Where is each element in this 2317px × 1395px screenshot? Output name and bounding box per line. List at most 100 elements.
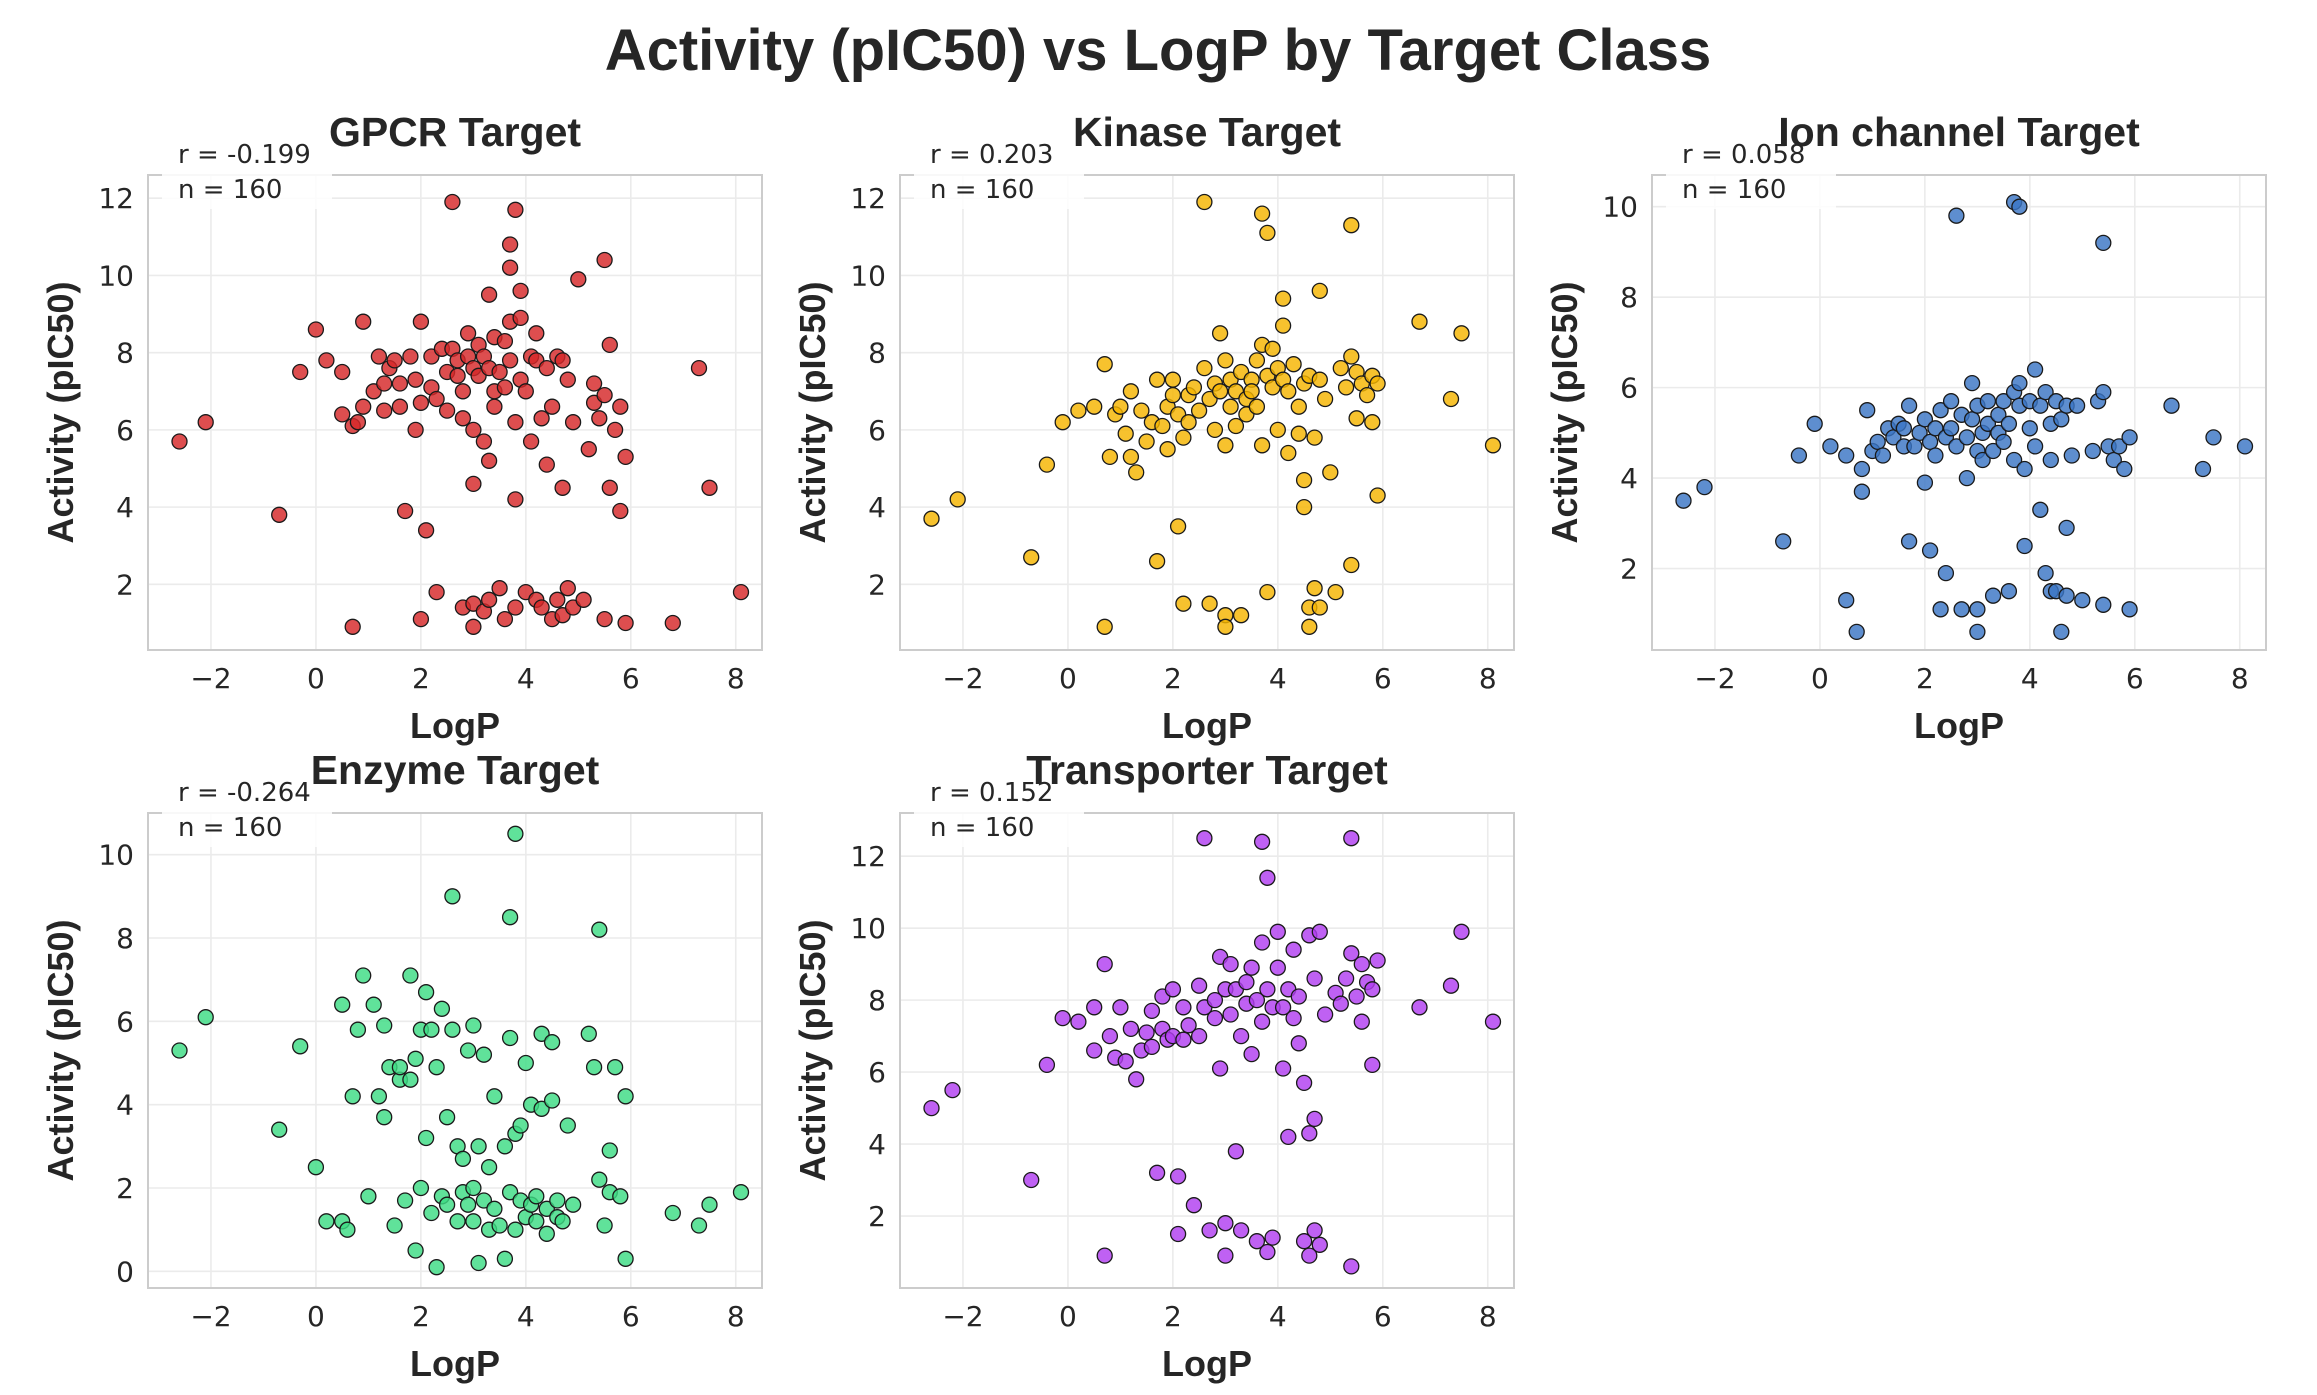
data-point [1038,456,1056,473]
data-point [1353,1013,1370,1030]
data-point [1984,442,2002,460]
data-point [1248,398,1266,415]
data-point [1269,959,1286,976]
data-point [449,367,466,384]
x-tick-label: 4 [517,662,535,695]
data-point [2037,564,2054,582]
y-tick-label: 10 [850,912,886,945]
data-point [454,410,472,427]
data-point [391,375,409,392]
data-point [1301,1125,1318,1142]
data-point [475,433,493,450]
data-point [1253,934,1271,951]
data-point [538,456,555,473]
data-point [1248,352,1266,369]
data-point [1696,478,1713,496]
axes-frame [899,812,1515,1289]
data-point [732,1184,750,1201]
data-point [1264,1229,1281,1246]
data-point [1822,438,1839,455]
axes-frame [899,174,1515,651]
x-tick-label: 0 [307,662,325,695]
data-point [596,386,613,404]
data-point [1227,1143,1245,1160]
data-point [923,510,940,527]
data-point [596,1217,613,1234]
data-point [554,479,571,496]
data-point [1259,224,1276,242]
data-point [334,996,351,1013]
data-point [1243,959,1260,976]
data-point [438,1196,456,1213]
data-point [1942,420,1960,437]
data-point [292,1038,309,1055]
data-point [2021,420,2038,437]
data-point [376,402,393,419]
data-point [1248,1233,1266,1250]
x-tick-label: 8 [1479,662,1497,695]
data-point [407,371,424,388]
data-point [1916,411,1934,428]
data-point [1054,1009,1071,1027]
subplot-1: −2 0 2 4 6 8 2 4 6 8 10 12 LogP Activity (pIC50) r = -… [40,109,763,746]
data-point [533,410,550,427]
data-point [1290,425,1307,442]
data-point [1038,1056,1056,1074]
data-point [444,193,461,211]
data-point [391,1059,409,1076]
stats-text: r = -0.264 [178,778,311,808]
data-point [1222,398,1239,415]
data-point [1958,469,1976,487]
data-point [1337,970,1355,987]
data-point [1211,1060,1229,1077]
data-point [664,1204,681,1222]
stats-box [914,137,1084,209]
data-point [1958,429,1976,446]
data-point [664,614,681,632]
data-point [517,1054,534,1072]
data-point [459,1042,477,1059]
data-point [1222,1006,1239,1023]
data-point [1217,437,1234,454]
data-point [370,348,388,365]
data-point [507,414,524,431]
data-point [465,1179,482,1197]
data-point [2005,451,2023,469]
y-axis-label: Activity (pIC50) [40,281,81,543]
stats-text: r = 0.203 [930,140,1053,170]
data-point [459,325,477,342]
data-point [1259,869,1276,886]
y-tick-label: 2 [868,568,886,601]
data-point [2000,415,2018,432]
x-axis-label: LogP [1914,705,2004,746]
data-point [1185,379,1203,396]
data-point [923,1099,940,1117]
data-point [1948,438,1965,455]
data-point [1900,397,1918,414]
data-point [701,1196,718,1213]
data-point [1070,1013,1087,1030]
data-point [1169,1225,1187,1243]
data-point [1122,448,1140,466]
data-point [543,1092,561,1109]
data-point [1164,386,1182,404]
data-point [2163,397,2180,414]
data-point [1948,207,1965,224]
data-point [507,599,524,616]
data-point [1353,955,1370,973]
data-point [334,363,351,381]
stats-text: n = 160 [178,813,282,843]
data-point [1963,374,1981,392]
data-point [1054,414,1071,431]
data-point [1232,1222,1250,1239]
data-point [612,398,629,415]
y-tick-label: 8 [1620,281,1638,314]
stats-text: r = 0.152 [930,778,1053,808]
data-point [1322,464,1339,481]
x-tick-label: −2 [190,662,231,695]
data-point [1848,623,1865,641]
data-point [1133,402,1150,419]
data-point [1274,1060,1292,1077]
data-point [2068,397,2086,414]
data-point [344,1088,361,1105]
